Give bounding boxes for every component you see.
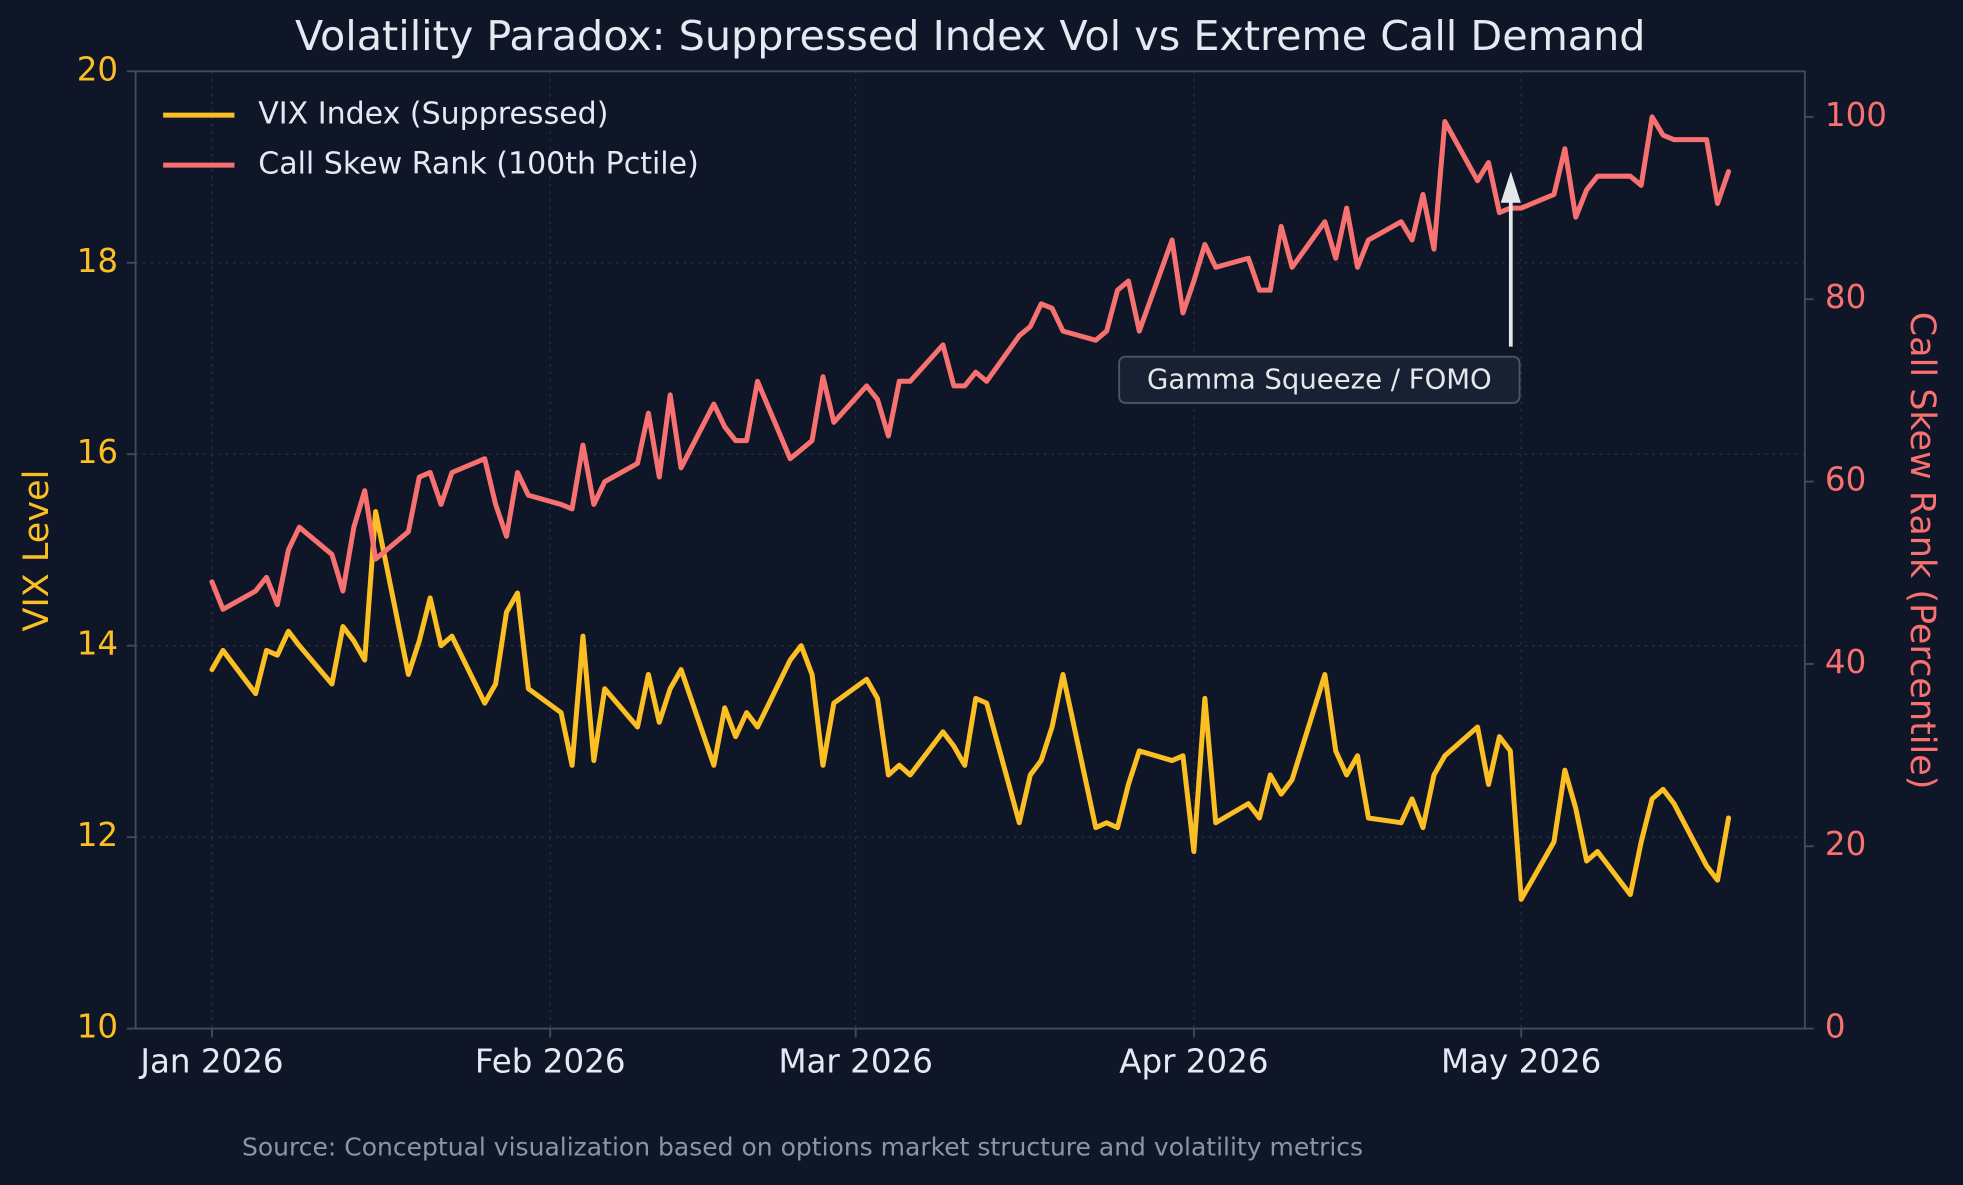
y2-tick-label: 0 (1825, 1008, 1846, 1046)
y-tick-label: 16 (77, 433, 118, 471)
x-tick-label: Apr 2026 (1119, 1043, 1268, 1081)
series-line (209, 509, 1732, 902)
source-note: Source: Conceptual visualization based o… (242, 1133, 1363, 1162)
y-tick-label: 18 (77, 242, 118, 280)
y-tick-label: 12 (77, 816, 118, 854)
y-tick-label: 20 (77, 50, 118, 88)
x-tick-label: Jan 2026 (138, 1043, 283, 1081)
y-axis-label: VIX Level (16, 470, 57, 632)
y2-tick-label: 20 (1825, 825, 1866, 863)
annotation-text: Gamma Squeeze / FOMO (1147, 363, 1492, 395)
y2-axis-label: Call Skew Rank (Percentile) (1902, 312, 1943, 790)
x-tick-label: May 2026 (1441, 1043, 1601, 1081)
series-line (209, 114, 1732, 612)
x-tick-label: Feb 2026 (475, 1043, 626, 1081)
plot-frame (134, 70, 1806, 1030)
y2-tick-label: 60 (1825, 461, 1866, 499)
y2-tick-label: 40 (1825, 643, 1866, 681)
annotation-box (1118, 355, 1521, 404)
annotation-arrowhead (1500, 171, 1521, 203)
annotation: Gamma Squeeze / FOMO (1118, 171, 1521, 404)
chart-title: Volatility Paradox: Suppressed Index Vol… (295, 12, 1645, 60)
y2-tick-label: 80 (1825, 278, 1866, 316)
y-tick-label: 14 (77, 625, 118, 663)
legend-label: Call Skew Rank (100th Pctile) (258, 147, 699, 182)
y2-tick-label: 100 (1825, 96, 1887, 134)
legend-label: VIX Index (Suppressed) (258, 97, 608, 132)
x-tick-label: Mar 2026 (778, 1043, 932, 1081)
y-tick-label: 10 (77, 1008, 118, 1046)
